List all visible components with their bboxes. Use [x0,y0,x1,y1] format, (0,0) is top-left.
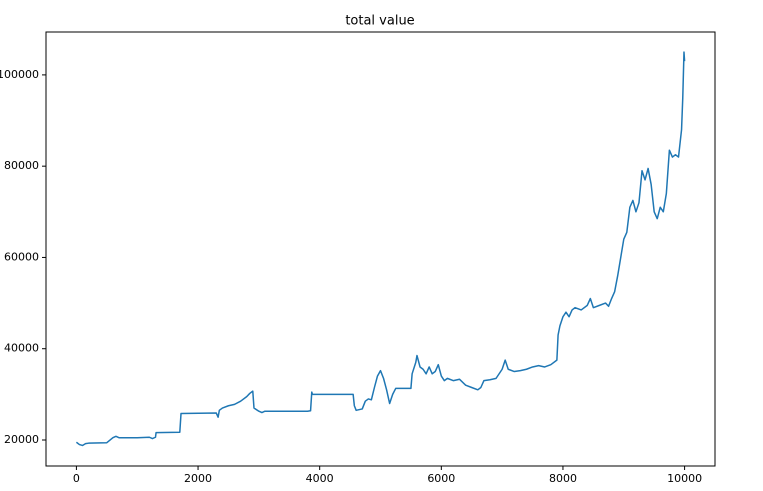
line-series [75,51,686,447]
y-tick-label: 100000 [0,68,39,81]
y-tick-label: 20000 [4,433,39,446]
x-tick-label: 10000 [667,472,702,485]
plot-frame [45,31,716,467]
y-tick-label: 60000 [4,250,39,263]
y-tick-label: 40000 [4,342,39,355]
x-tick-label: 4000 [306,472,334,485]
x-tick-label: 6000 [427,472,455,485]
x-tick-label: 0 [73,472,80,485]
x-tick-label: 2000 [184,472,212,485]
chart-title: total value [345,14,414,29]
y-tick-label: 80000 [4,159,39,172]
x-tick-label: 8000 [549,472,577,485]
